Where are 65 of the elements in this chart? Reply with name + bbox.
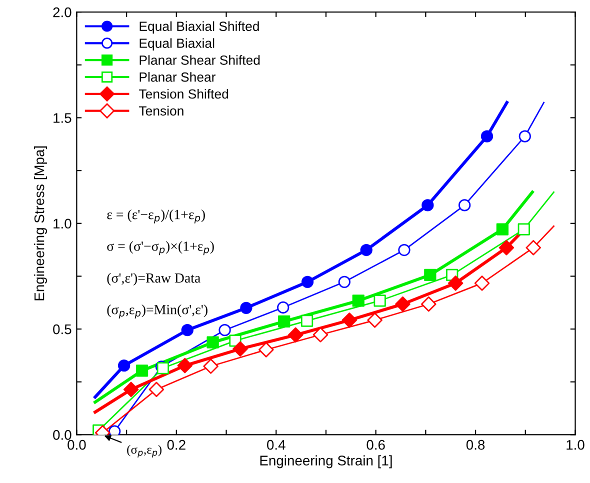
x-tick-label: 0.8 [466, 440, 485, 450]
x-tick-label: 0.6 [366, 440, 385, 450]
line-series [94, 100, 508, 399]
legend-label: Equal Biaxial Shifted [140, 21, 259, 34]
y-tick-label: 1.5 [54, 113, 72, 123]
line-series [94, 190, 534, 404]
legend-label: Planar Shear Shifted [140, 55, 260, 65]
legend-label: Planar Shear [140, 72, 216, 82]
point [108, 425, 121, 435]
point [277, 301, 290, 314]
point [338, 276, 350, 288]
legend-label: Tension Shifted [139, 88, 228, 99]
x-tick-label: 0.2 [167, 440, 186, 450]
point [374, 294, 386, 307]
point [240, 302, 252, 314]
annotation: (σ',ε')=Raw Data [107, 272, 200, 286]
point [232, 341, 248, 357]
point [448, 276, 464, 291]
point [177, 358, 193, 374]
point [123, 382, 139, 398]
x-tick-label: 0.4 [267, 440, 286, 450]
y-tick-label: 0.0 [53, 430, 72, 440]
annotation: ε = (ε'−ε$_{p}$)/(1+ε$_{p}$) [107, 209, 205, 224]
point [352, 294, 364, 307]
point [278, 315, 290, 328]
annotation: (σ$_{p}$,ε$_{p}$)=Min(σ',ε') [107, 304, 208, 318]
x-tick-label: 1.0 [566, 440, 584, 450]
x-tick-label: 0.0 [68, 440, 86, 450]
point [474, 276, 490, 291]
point [424, 268, 436, 282]
x-axis-title: Engineering Strain [1] [260, 455, 392, 468]
y-tick-label: 1.0 [54, 218, 72, 229]
point [342, 312, 358, 328]
annotation: (σ$_{p}$,ε$_{p}$) [127, 444, 162, 458]
point [526, 240, 542, 256]
point [312, 327, 328, 342]
point [480, 130, 494, 142]
point [181, 324, 194, 336]
point [496, 223, 509, 236]
point [300, 314, 314, 327]
point [395, 296, 410, 312]
point [398, 244, 410, 256]
point [458, 199, 471, 212]
point [301, 276, 314, 288]
y-tick-label: 2.0 [53, 7, 72, 18]
point [421, 296, 436, 312]
point [360, 244, 372, 256]
legend-label: Equal Biaxial [140, 38, 214, 51]
point [498, 240, 514, 256]
point [367, 312, 382, 328]
point [258, 342, 274, 358]
point [288, 327, 304, 343]
point [206, 336, 219, 348]
point [118, 360, 130, 372]
point [518, 130, 531, 142]
y-axis-title: Engineering Stress [Mpa] [34, 146, 47, 300]
annotation: σ = (σ'−σ$_{p}$)×(1+ε$_{p}$) [107, 241, 214, 256]
y-tick-label: 0.5 [53, 324, 72, 334]
point [136, 364, 148, 377]
point [203, 358, 218, 374]
point [218, 324, 231, 336]
point [518, 223, 530, 236]
legend-label: Tension [139, 106, 184, 116]
point [148, 382, 164, 398]
point [422, 199, 434, 212]
